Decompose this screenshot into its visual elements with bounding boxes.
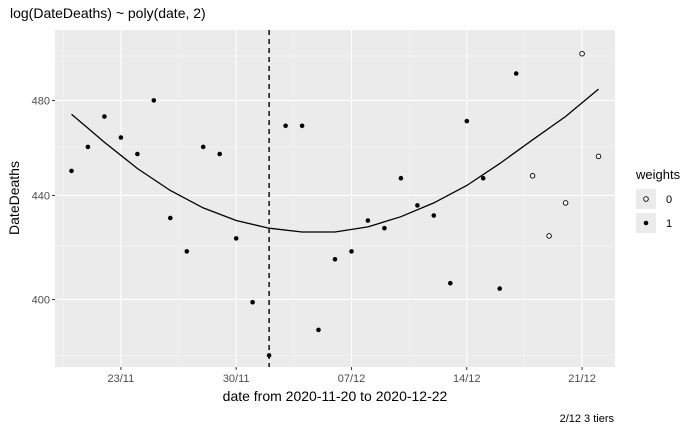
data-point-3 — [118, 135, 124, 140]
data-point-1 — [85, 144, 91, 150]
x-tick-label-0: 23/11 — [108, 373, 135, 385]
chart-caption: 2/12 3 tiers — [560, 413, 615, 425]
data-point-9 — [217, 151, 222, 157]
data-point-10 — [233, 236, 239, 241]
data-point-31 — [579, 50, 585, 57]
x-tick-label-1: 30/11 — [223, 373, 250, 385]
grid-minor — [55, 30, 615, 367]
grid-major — [55, 30, 615, 367]
data-point-11 — [250, 299, 255, 305]
data-point-21 — [415, 203, 420, 208]
data-point-28 — [529, 173, 536, 179]
x-tick-label-4: 21/12 — [568, 373, 596, 385]
x-axis-ticks: 23/11 30/11 07/12 14/12 21/12 — [108, 367, 596, 385]
data-point-27 — [513, 71, 519, 76]
plot-panel — [55, 30, 615, 367]
data-point-29 — [546, 233, 552, 239]
data-point-22 — [431, 213, 437, 218]
x-tick-label-2: 07/12 — [338, 373, 366, 385]
data-point-17 — [349, 249, 354, 254]
data-point-25 — [480, 175, 486, 181]
legend-symbol-1 — [643, 220, 649, 226]
data-point-13 — [283, 123, 288, 129]
data-point-16 — [332, 257, 338, 262]
y-tick-label-0: 400 — [32, 294, 50, 306]
data-point-19 — [382, 225, 387, 231]
data-point-30 — [562, 200, 569, 206]
points-layer — [69, 50, 602, 358]
fit-layer — [71, 88, 599, 233]
data-point-6 — [168, 215, 173, 221]
fit-curve — [71, 88, 599, 233]
data-point-15 — [316, 327, 321, 333]
data-point-26 — [497, 286, 503, 291]
data-point-0 — [69, 168, 74, 174]
chart-title: log(DateDeaths) ~ poly(date, 2) — [10, 5, 206, 21]
y-tick-label-2: 480 — [32, 95, 50, 107]
legend-title: weights — [635, 167, 681, 182]
data-point-4 — [135, 151, 140, 157]
data-point-2 — [102, 114, 107, 119]
legend: weights 01 — [635, 167, 681, 233]
data-point-24 — [464, 118, 470, 124]
data-point-23 — [448, 280, 453, 286]
x-tick-label-3: 14/12 — [453, 373, 481, 385]
data-point-20 — [398, 175, 404, 181]
y-axis-title: DateDeaths — [6, 161, 22, 235]
data-point-5 — [151, 98, 157, 103]
data-point-7 — [184, 249, 190, 254]
legend-symbol-0 — [643, 196, 649, 202]
y-tick-label-1: 440 — [32, 190, 50, 202]
legend-label-0: 0 — [666, 194, 672, 206]
legend-entries: 01 — [636, 189, 672, 233]
legend-label-1: 1 — [666, 218, 672, 230]
y-axis-ticks: 400 440 480 — [32, 95, 55, 306]
data-point-8 — [200, 144, 206, 150]
data-point-32 — [595, 153, 602, 160]
data-point-12 — [266, 353, 272, 358]
data-point-18 — [365, 218, 371, 223]
x-axis-title: date from 2020-11-20 to 2020-12-22 — [223, 388, 448, 404]
data-point-14 — [299, 123, 305, 129]
